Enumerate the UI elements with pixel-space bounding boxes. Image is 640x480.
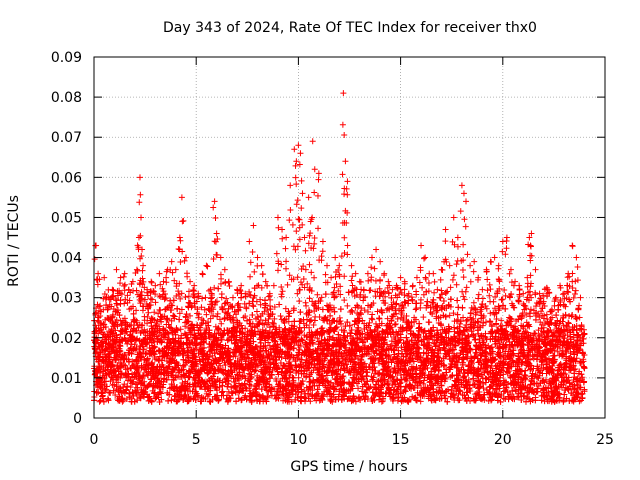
data-point bbox=[102, 386, 109, 393]
x-axis-label: GPS time / hours bbox=[290, 459, 407, 475]
data-point bbox=[527, 306, 534, 313]
data-point bbox=[141, 378, 148, 385]
data-point bbox=[524, 329, 531, 336]
data-point bbox=[535, 327, 542, 334]
data-point bbox=[355, 385, 362, 392]
data-point bbox=[147, 295, 154, 302]
data-point bbox=[499, 296, 506, 303]
data-point bbox=[487, 310, 494, 317]
data-point bbox=[240, 314, 247, 321]
data-point bbox=[127, 384, 134, 391]
data-point bbox=[485, 374, 492, 381]
data-point bbox=[213, 298, 220, 305]
chart-title: Day 343 of 2024, Rate Of TEC Index for r… bbox=[163, 20, 537, 36]
data-point bbox=[126, 390, 133, 397]
data-point bbox=[306, 295, 313, 302]
data-point bbox=[336, 314, 343, 321]
data-point bbox=[500, 371, 507, 378]
data-point bbox=[420, 380, 427, 387]
data-point bbox=[230, 324, 237, 331]
data-point bbox=[321, 336, 328, 343]
data-point bbox=[498, 317, 505, 324]
data-point bbox=[155, 310, 162, 317]
data-point bbox=[272, 375, 279, 382]
data-point bbox=[323, 377, 330, 384]
data-point bbox=[457, 320, 464, 327]
data-point bbox=[158, 390, 165, 397]
data-point bbox=[296, 298, 303, 305]
data-point bbox=[309, 298, 316, 305]
data-point bbox=[235, 300, 242, 307]
data-point bbox=[326, 333, 333, 340]
data-point bbox=[156, 306, 163, 313]
data-point bbox=[208, 298, 215, 305]
y-axis-label: ROTI / TECUs bbox=[6, 195, 22, 287]
data-point bbox=[564, 332, 571, 339]
data-point bbox=[554, 348, 561, 355]
data-point bbox=[271, 315, 278, 322]
data-point bbox=[355, 303, 362, 310]
data-point bbox=[344, 302, 351, 309]
data-point bbox=[301, 394, 308, 401]
data-point bbox=[175, 288, 182, 295]
data-point bbox=[242, 358, 249, 365]
data-points bbox=[91, 90, 588, 405]
data-point bbox=[420, 314, 427, 321]
data-point bbox=[218, 320, 225, 327]
data-point bbox=[417, 398, 424, 405]
data-point bbox=[207, 295, 214, 302]
data-point bbox=[323, 352, 330, 359]
data-point bbox=[295, 374, 302, 381]
data-point bbox=[225, 388, 232, 395]
data-point bbox=[181, 330, 188, 337]
data-point bbox=[391, 321, 398, 328]
data-point bbox=[92, 322, 99, 329]
data-point bbox=[279, 288, 286, 295]
data-point bbox=[566, 380, 573, 387]
data-point bbox=[374, 323, 381, 330]
